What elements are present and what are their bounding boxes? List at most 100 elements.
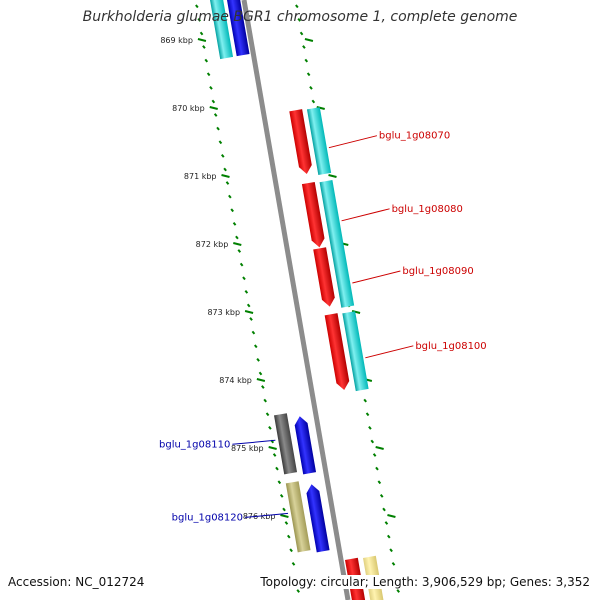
minor-tick-left	[291, 561, 296, 566]
minor-tick-left	[218, 140, 223, 145]
gene-label[interactable]: bglu_1g08070	[379, 131, 450, 142]
gene-label[interactable]: bglu_1g08100	[415, 341, 486, 352]
minor-tick-left	[199, 31, 204, 36]
minor-tick-left	[256, 357, 260, 362]
genome-backbone	[241, 0, 351, 600]
gene-feature-bar	[330, 245, 355, 308]
major-tick	[244, 310, 254, 314]
tick-label: 871 kbp	[184, 172, 217, 181]
minor-tick-left	[228, 194, 232, 199]
minor-tick-right	[375, 466, 379, 471]
gene-bglu_1g08110[interactable]	[274, 413, 317, 475]
minor-tick-left	[195, 4, 199, 9]
feature-block-top	[209, 0, 250, 60]
cds-arrow	[306, 484, 330, 553]
cds-arrow	[289, 109, 312, 174]
minor-tick-left	[289, 548, 293, 553]
label-leader-line	[352, 270, 401, 284]
gene-feature-bar	[342, 311, 369, 392]
gene-bglu_1g08070[interactable]	[289, 107, 332, 176]
minor-tick-left	[286, 534, 291, 539]
cds-arrow	[294, 416, 317, 475]
gene-features	[274, 107, 369, 553]
label-leader-line	[365, 345, 414, 359]
scale-ticks: 869 kbp 870 kbp 871 kbp 872 kbp 873 kbp 874 k…	[160, 36, 408, 589]
major-tick-right	[316, 106, 325, 110]
minor-tick-left	[244, 289, 249, 294]
feature-blue-top	[226, 0, 250, 57]
minor-tick-right	[370, 439, 375, 444]
minor-tick-left	[272, 453, 277, 457]
gene-label[interactable]: bglu_1g08110	[159, 439, 230, 450]
cds-arrow	[324, 313, 350, 391]
label-leader-line	[341, 208, 390, 222]
minor-tick-left	[230, 208, 234, 213]
minor-tick-left	[206, 72, 211, 77]
minor-tick-left	[242, 276, 246, 281]
gene-labels: bglu_1g08070 bglu_1g08080 bglu_1g08090bglu…	[159, 131, 487, 524]
gene-bglu_1g08080[interactable]	[301, 179, 344, 249]
minor-tick-left	[235, 235, 239, 240]
gene-bglu_1g08100[interactable]	[324, 311, 369, 392]
map-title: Burkholderia glumae BGR1 chromosome 1, c…	[82, 9, 518, 25]
minor-tick-left	[246, 303, 251, 308]
minor-tick-left	[197, 17, 201, 22]
minor-tick-left	[296, 589, 300, 593]
major-tick	[280, 514, 289, 518]
minor-tick-left	[261, 385, 265, 389]
major-tick-right	[387, 514, 396, 518]
major-tick	[209, 106, 218, 110]
minor-tick-left	[282, 507, 286, 512]
minor-tick-right	[382, 507, 386, 512]
accession-text: Accession: NC_012724	[8, 575, 145, 589]
major-tick-right	[351, 310, 361, 314]
cds-arrow	[313, 247, 335, 307]
gene-bglu_1g08090[interactable]	[313, 245, 355, 308]
minor-tick-left	[211, 99, 216, 104]
minor-tick-right	[295, 4, 299, 9]
gene-feature-bar	[306, 107, 332, 176]
tick-label: 873 kbp	[207, 308, 240, 317]
tick-label: 875 kbp	[231, 444, 264, 453]
minor-tick-left	[213, 113, 218, 117]
minor-tick-left	[249, 317, 253, 321]
gene-feature-bar	[319, 179, 344, 249]
minor-tick-left	[223, 167, 227, 172]
minor-tick-right	[379, 493, 384, 498]
cds-arrow	[301, 181, 325, 248]
gene-label[interactable]: bglu_1g08120	[172, 512, 243, 523]
minor-tick-right	[396, 589, 400, 593]
gene-feature-bar	[285, 481, 311, 553]
minor-tick-left	[268, 425, 272, 430]
label-leader-line	[244, 512, 289, 518]
major-tick	[256, 378, 266, 382]
minor-tick-left	[279, 493, 284, 498]
minor-tick-right	[302, 45, 306, 49]
gene-bglu_1g08120[interactable]	[285, 481, 330, 553]
label-leader-line	[232, 439, 276, 445]
gene-label[interactable]: bglu_1g08080	[392, 204, 463, 215]
minor-tick-left	[209, 85, 213, 90]
minor-tick-left	[258, 371, 263, 376]
minor-tick-left	[204, 58, 209, 63]
tick-label: 869 kbp	[160, 36, 193, 45]
label-leader-line	[328, 135, 378, 149]
tick-label: 874 kbp	[219, 376, 252, 385]
minor-tick-left	[225, 181, 230, 185]
minor-tick-left	[277, 480, 282, 485]
minor-tick-right	[299, 31, 304, 36]
feature-cyan-top	[209, 0, 234, 60]
minor-tick-right	[391, 561, 396, 566]
major-tick	[197, 38, 207, 42]
gene-label[interactable]: bglu_1g08090	[402, 266, 473, 277]
minor-tick-left	[253, 344, 258, 349]
minor-tick-right	[311, 99, 316, 104]
minor-tick-right	[377, 480, 382, 485]
minor-tick-right	[309, 85, 313, 90]
minor-tick-right	[363, 398, 367, 403]
major-tick	[221, 174, 230, 178]
major-tick	[268, 446, 277, 450]
minor-tick-right	[389, 548, 393, 553]
gene-feature-bar	[274, 413, 298, 475]
